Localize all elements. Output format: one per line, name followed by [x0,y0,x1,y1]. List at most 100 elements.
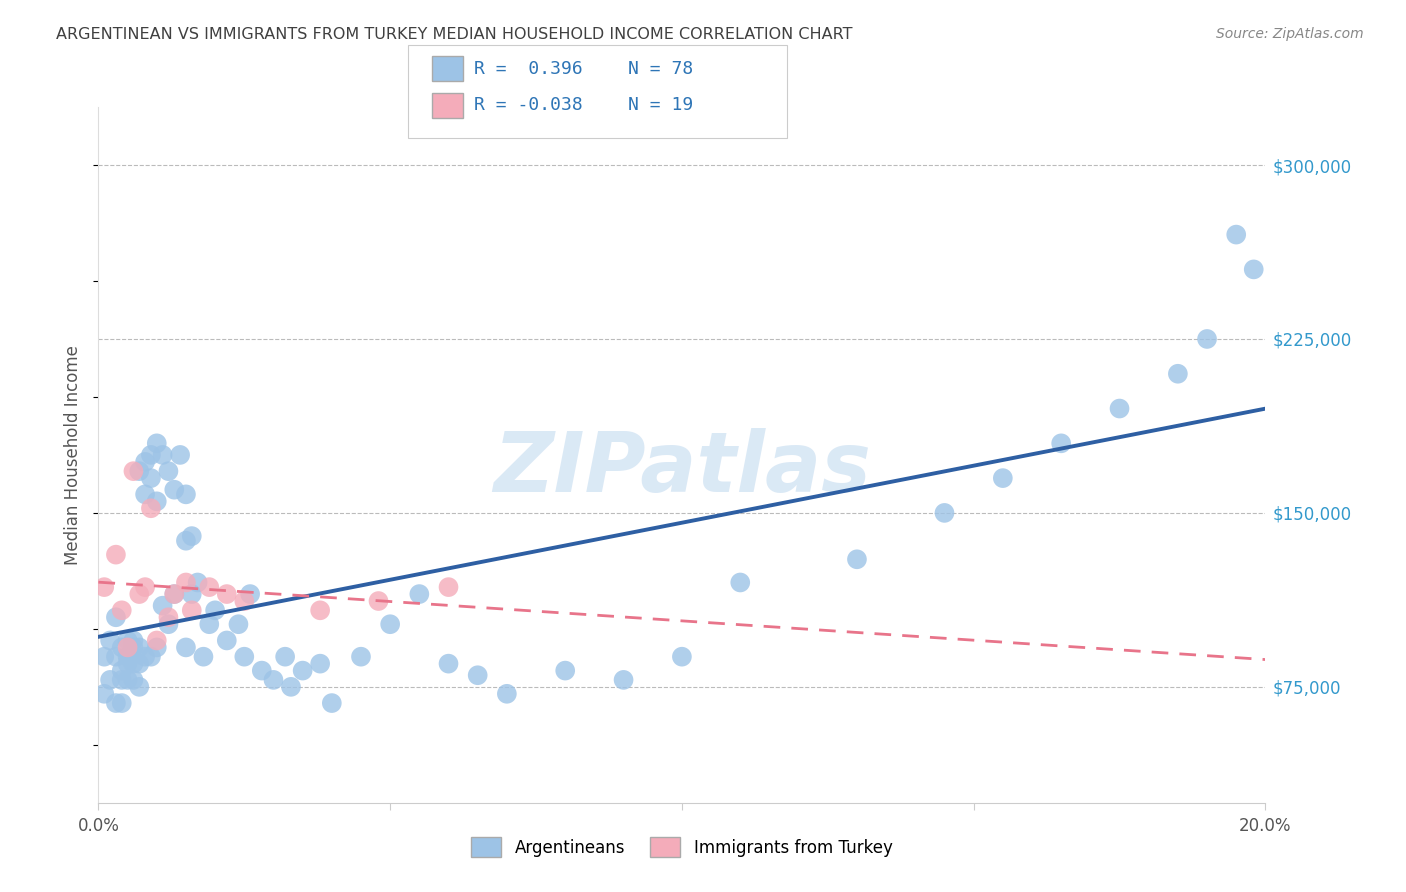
Point [139,501,162,516]
Point [180,529,202,543]
Point [991,471,1014,485]
Point [408,587,430,601]
Point [152,599,174,613]
Point [180,603,202,617]
Point [157,464,180,478]
Point [117,657,139,671]
Point [122,673,145,687]
Y-axis label: Median Household Income: Median Household Income [65,345,83,565]
Point [93,687,115,701]
Text: N = 19: N = 19 [628,96,693,114]
Text: R =  0.396: R = 0.396 [474,60,582,78]
Point [104,610,127,624]
Point [122,464,145,478]
Point [437,657,460,671]
Point [193,649,215,664]
Point [169,448,191,462]
Point [157,617,180,632]
Point [128,587,150,601]
Point [934,506,956,520]
Point [350,649,373,664]
Point [554,664,576,678]
Point [291,664,314,678]
Point [309,603,332,617]
Point [152,448,174,462]
Point [104,548,127,562]
Point [93,649,115,664]
Point [228,617,250,632]
Text: Source: ZipAtlas.com: Source: ZipAtlas.com [1216,27,1364,41]
Text: ARGENTINEAN VS IMMIGRANTS FROM TURKEY MEDIAN HOUSEHOLD INCOME CORRELATION CHART: ARGENTINEAN VS IMMIGRANTS FROM TURKEY ME… [56,27,853,42]
Point [146,436,169,450]
Point [111,664,134,678]
Point [1195,332,1218,346]
Point [122,657,145,671]
Point [1050,436,1073,450]
Point [117,633,139,648]
Point [128,640,150,655]
Point [321,696,343,710]
Point [98,633,121,648]
Point [239,587,262,601]
Point [128,657,150,671]
Point [146,640,169,655]
Point [139,448,162,462]
Point [111,603,134,617]
Point [111,696,134,710]
Point [262,673,284,687]
Point [1225,227,1247,242]
Point [309,657,332,671]
Point [122,633,145,648]
Text: ZIPatlas: ZIPatlas [494,428,870,509]
Point [98,673,121,687]
Point [117,649,139,664]
Point [134,580,156,594]
Point [274,649,297,664]
Point [117,640,139,655]
Point [198,617,221,632]
Point [496,687,519,701]
Point [671,649,693,664]
Point [250,664,273,678]
Point [233,594,256,608]
Point [174,575,197,590]
Legend: Argentineans, Immigrants from Turkey: Argentineans, Immigrants from Turkey [465,830,898,864]
Point [380,617,402,632]
Point [104,696,127,710]
Point [204,603,226,617]
Point [467,668,489,682]
Point [367,594,389,608]
Point [104,649,127,664]
Point [174,640,197,655]
Point [139,649,162,664]
Point [111,640,134,655]
Point [1108,401,1130,416]
Point [134,487,156,501]
Point [730,575,752,590]
Point [1243,262,1265,277]
Point [198,580,221,594]
Point [280,680,302,694]
Point [233,649,256,664]
Point [180,587,202,601]
Point [128,464,150,478]
Point [215,587,238,601]
Text: R = -0.038: R = -0.038 [474,96,582,114]
Point [174,487,197,501]
Point [146,633,169,648]
Point [117,673,139,687]
Point [134,649,156,664]
Point [146,494,169,508]
Point [846,552,869,566]
Point [1167,367,1189,381]
Point [139,471,162,485]
Text: N = 78: N = 78 [628,60,693,78]
Point [93,580,115,594]
Point [437,580,460,594]
Point [134,455,156,469]
Point [612,673,634,687]
Point [163,483,186,497]
Point [163,587,186,601]
Point [157,610,180,624]
Point [111,673,134,687]
